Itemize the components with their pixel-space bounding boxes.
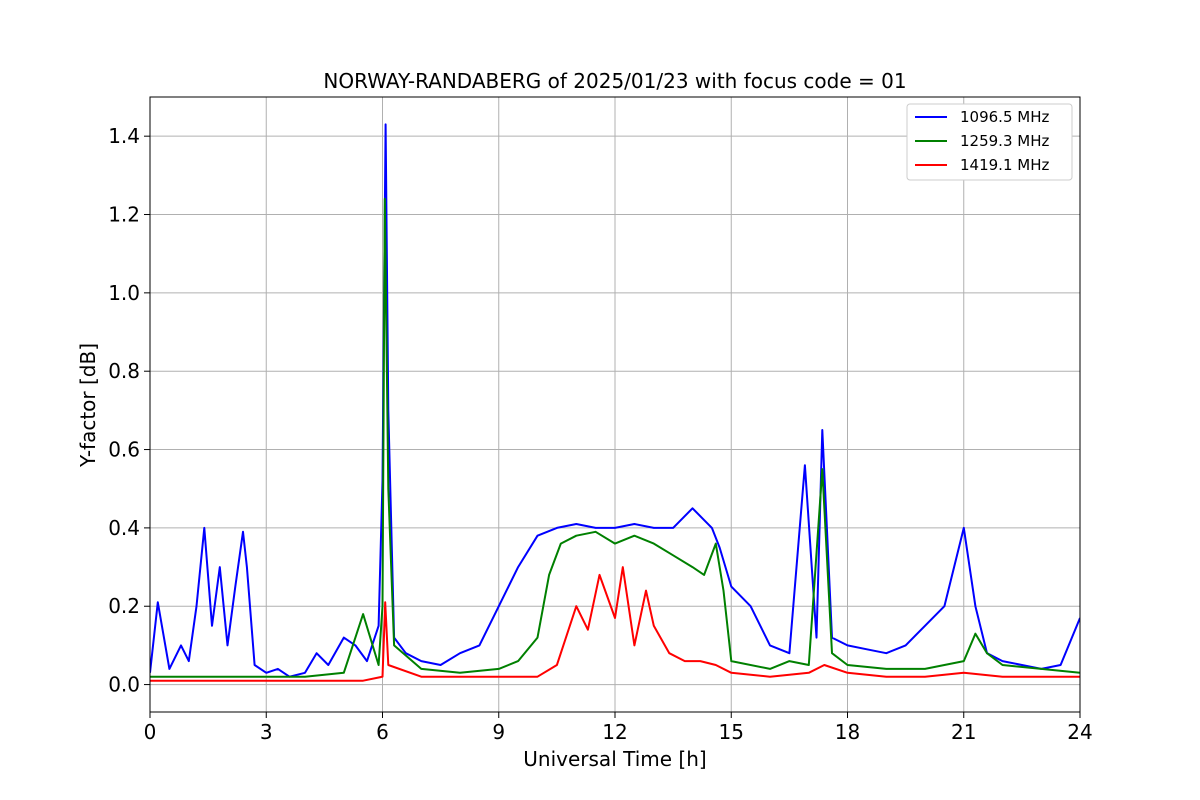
- y-tick-label: 1.0: [108, 281, 140, 305]
- x-tick-label: 21: [951, 720, 976, 744]
- y-tick-label: 0.6: [108, 438, 140, 462]
- legend-label: 1419.1 MHz: [960, 156, 1049, 174]
- legend-label: 1259.3 MHz: [960, 132, 1049, 150]
- y-tick-label: 1.4: [108, 124, 140, 148]
- series-line-1: [150, 123, 1080, 678]
- x-tick-label: 12: [602, 720, 627, 744]
- plot-area: [150, 123, 1080, 682]
- x-tick-label: 15: [719, 720, 744, 744]
- x-tick-label: 6: [376, 720, 389, 744]
- x-tick-label: 24: [1067, 720, 1092, 744]
- legend-label: 1096.5 MHz: [960, 108, 1049, 126]
- y-tick-label: 0.8: [108, 359, 140, 383]
- chart-title: NORWAY-RANDABERG of 2025/01/23 with focu…: [323, 69, 906, 93]
- y-tick-label: 0.4: [108, 516, 140, 540]
- y-tick-label: 0.0: [108, 673, 140, 697]
- x-tick-label: 18: [835, 720, 860, 744]
- series-line-3: [150, 566, 1080, 682]
- y-axis: 0.0 0.2 0.4 0.6 0.8 1.0 1.2 1.4: [108, 124, 150, 697]
- y-tick-label: 0.2: [108, 594, 140, 618]
- x-axis: 0 3 6 9 12 15 18 21 24: [144, 712, 1093, 744]
- series-line-2: [150, 197, 1080, 678]
- y-tick-label: 1.2: [108, 203, 140, 227]
- x-tick-label: 0: [144, 720, 157, 744]
- legend-box: [906, 103, 1073, 181]
- y-axis-label: Y-factor [dB]: [76, 343, 100, 468]
- x-axis-label: Universal Time [h]: [523, 747, 706, 771]
- legend: 1096.5 MHz 1259.3 MHz 1419.1 MHz: [906, 103, 1073, 181]
- x-tick-label: 3: [260, 720, 273, 744]
- x-tick-label: 9: [492, 720, 505, 744]
